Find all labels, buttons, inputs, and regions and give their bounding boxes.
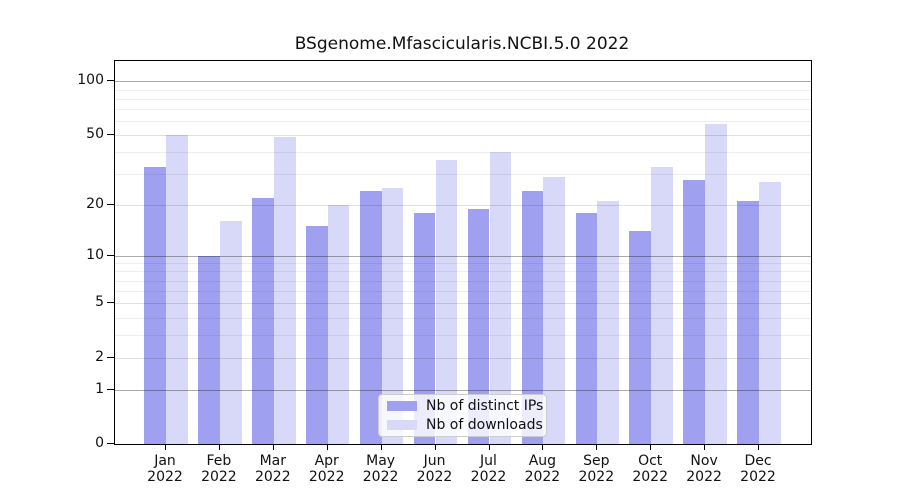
gridline-1 xyxy=(115,389,811,391)
legend-item-downloads: Nb of downloads xyxy=(387,417,543,433)
y-tick-mark-5 xyxy=(107,302,114,304)
bar-ips-sep xyxy=(575,212,598,444)
x-tick-mark-feb xyxy=(218,444,220,450)
gridline-10 xyxy=(115,255,811,257)
chart-title: BSgenome.Mfascicularis.NCBI.5.0 2022 xyxy=(294,34,630,54)
y-tick-label-100: 100 xyxy=(77,72,104,89)
bar-downloads-dec xyxy=(759,182,781,444)
y-tick-mark-0 xyxy=(107,443,114,444)
x-tick-mark-oct xyxy=(650,444,652,450)
gridline-30 xyxy=(115,174,811,176)
legend-swatch-distinct-ips xyxy=(387,401,417,411)
gridline-80 xyxy=(115,98,811,100)
x-tick-mark-nov xyxy=(704,444,706,450)
y-tick-mark-100 xyxy=(107,80,114,82)
gridline-9 xyxy=(115,263,811,265)
legend-swatch-downloads xyxy=(387,420,417,430)
x-tick-mark-jan xyxy=(165,444,166,450)
bar-ips-dec xyxy=(737,201,759,444)
x-tick-mark-jul xyxy=(488,444,490,450)
legend: Nb of distinct IPs Nb of downloads xyxy=(378,394,547,437)
bar-downloads-feb xyxy=(219,221,242,444)
x-tick-label-may: May 2022 xyxy=(362,453,399,485)
y-tick-label-20: 20 xyxy=(86,195,104,212)
legend-item-distinct-ips: Nb of distinct IPs xyxy=(387,398,543,414)
x-tick-label-sep: Sep 2022 xyxy=(578,453,615,485)
x-tick-mark-dec xyxy=(758,444,759,450)
gridline-60 xyxy=(115,121,811,122)
y-tick-label-5: 5 xyxy=(95,294,104,311)
x-tick-label-jul: Jul 2022 xyxy=(470,453,507,485)
x-tick-label-feb: Feb 2022 xyxy=(201,453,237,485)
bar-ips-jun xyxy=(413,212,436,444)
y-tick-mark-20 xyxy=(107,203,114,205)
x-tick-label-mar: Mar 2022 xyxy=(254,453,291,485)
x-tick-label-aug: Aug 2022 xyxy=(524,453,561,485)
plot-area: Nb of distinct IPs Nb of downloads xyxy=(114,60,812,445)
y-tick-mark-2 xyxy=(107,356,114,358)
x-tick-label-oct: Oct 2022 xyxy=(632,453,668,485)
bar-downloads-aug xyxy=(543,176,566,444)
x-tick-label-jun: Jun 2022 xyxy=(416,453,453,485)
bar-ips-feb xyxy=(198,255,220,444)
x-tick-mark-aug xyxy=(542,444,544,450)
y-tick-label-1: 1 xyxy=(95,380,104,397)
y-tick-label-0: 0 xyxy=(95,435,104,451)
bar-ips-nov xyxy=(683,179,706,444)
bar-ips-mar xyxy=(252,197,274,444)
gridline-90 xyxy=(115,89,811,91)
legend-label-distinct-ips: Nb of distinct IPs xyxy=(426,398,544,414)
gridline-50 xyxy=(115,135,811,137)
y-tick-label-10: 10 xyxy=(86,246,104,263)
bar-ips-aug xyxy=(521,191,544,444)
bar-downloads-jan xyxy=(166,135,188,444)
bar-ips-apr xyxy=(305,226,328,444)
y-tick-mark-50 xyxy=(107,134,114,136)
x-tick-label-dec: Dec 2022 xyxy=(740,453,776,485)
x-tick-label-nov: Nov 2022 xyxy=(686,453,722,485)
x-tick-mark-sep xyxy=(596,444,598,450)
y-tick-mark-10 xyxy=(107,254,114,256)
bar-downloads-mar xyxy=(273,136,296,444)
gridline-70 xyxy=(115,109,811,111)
bar-downloads-jun xyxy=(435,160,458,444)
bar-downloads-sep xyxy=(597,201,620,444)
bar-downloads-apr xyxy=(327,204,350,444)
gridline-2 xyxy=(115,357,811,359)
bar-downloads-may xyxy=(381,188,404,444)
gridline-5 xyxy=(115,303,811,305)
x-tick-mark-jun xyxy=(434,444,436,450)
gridline-3 xyxy=(115,335,811,337)
x-tick-mark-may xyxy=(380,444,382,450)
legend-label-downloads: Nb of downloads xyxy=(426,417,543,433)
y-tick-label-2: 2 xyxy=(95,348,104,365)
gridline-6 xyxy=(115,291,811,293)
bar-ips-oct xyxy=(629,231,652,444)
gridline-100 xyxy=(115,81,811,83)
x-tick-label-jan: Jan 2022 xyxy=(147,453,183,485)
gridline-40 xyxy=(115,152,811,154)
gridline-4 xyxy=(115,317,811,319)
bar-downloads-nov xyxy=(705,123,727,444)
x-tick-label-apr: Apr 2022 xyxy=(308,453,345,485)
bar-downloads-jul xyxy=(489,152,512,444)
y-tick-mark-1 xyxy=(107,388,114,390)
y-tick-label-50: 50 xyxy=(86,126,104,143)
bar-ips-jan xyxy=(144,167,166,444)
bar-ips-may xyxy=(359,191,382,444)
x-tick-mark-mar xyxy=(272,444,274,450)
bar-downloads-oct xyxy=(651,167,673,444)
gridline-7 xyxy=(115,280,811,282)
gridline-20 xyxy=(115,204,811,206)
gridline-8 xyxy=(115,271,811,273)
bar-ips-jul xyxy=(467,208,490,444)
x-tick-mark-apr xyxy=(326,444,328,450)
